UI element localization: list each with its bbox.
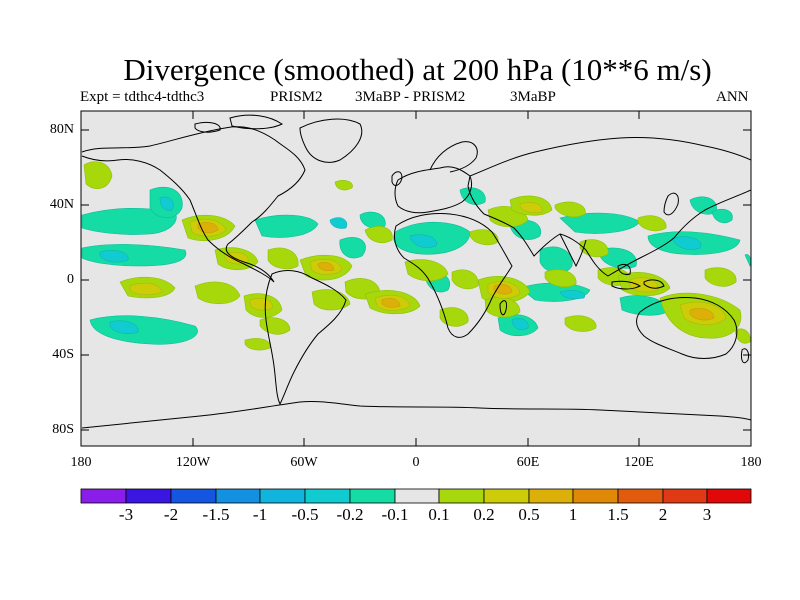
colorbar-label: 0.1 [428, 505, 450, 524]
colorbar-label: -0.5 [291, 505, 319, 524]
lon-label-0: 0 [412, 455, 420, 470]
lon-label-120w: 120W [175, 455, 211, 470]
experiment-label: Expt = tdthc4-tdthc3 [80, 89, 205, 105]
colorbar-label: 2 [658, 505, 668, 524]
lat-label-40n: 40N [49, 197, 74, 212]
axis-ticks [81, 111, 751, 446]
subtitle-prism2: PRISM2 [270, 89, 323, 105]
colorbar-box-4 [215, 488, 261, 504]
colorbar-box-14 [662, 488, 708, 504]
colorbar-label: 3 [702, 505, 712, 524]
lon-label-180-left: 180 [70, 455, 92, 470]
colorbar-label: 0.5 [518, 505, 540, 524]
colorbar-box-12 [572, 488, 619, 504]
colorbar-box-13 [617, 488, 664, 504]
lat-label-0: 0 [67, 272, 74, 287]
colorbar-label: 0.2 [473, 505, 495, 524]
lon-label-60e: 60E [516, 455, 540, 470]
colorbar-box-11 [528, 488, 574, 504]
lat-label-80n: 80N [49, 122, 74, 137]
colorbar [80, 488, 752, 504]
colorbar-box-6 [304, 488, 351, 504]
colorbar-label: -1 [252, 505, 268, 524]
colorbar-label: -1.5 [202, 505, 230, 524]
colorbar-box-1 [80, 488, 127, 504]
lon-label-120e: 120E [624, 455, 654, 470]
colorbar-box-2 [125, 488, 172, 504]
subtitle-diff: 3MaBP - PRISM2 [355, 89, 466, 105]
colorbar-box-7 [349, 488, 396, 504]
colorbar-label: -2 [163, 505, 179, 524]
colorbar-box-9 [438, 488, 485, 504]
colorbar-box-5 [259, 488, 306, 504]
colorbar-label: 1.5 [607, 505, 629, 524]
subtitle-3mabp: 3MaBP [510, 89, 556, 105]
lon-label-180-right: 180 [740, 455, 762, 470]
plot-title: Divergence (smoothed) at 200 hPa (10**6 … [123, 52, 712, 87]
colorbar-box-15 [706, 488, 752, 504]
colorbar-label: -3 [118, 505, 134, 524]
colorbar-label: -0.1 [381, 505, 409, 524]
divergence-field [81, 161, 751, 351]
colorbar-box-10 [483, 488, 530, 504]
season-label: ANN [716, 89, 749, 105]
coastlines [81, 114, 751, 429]
colorbar-box-8 [394, 488, 440, 504]
lat-label-80s: 80S [52, 422, 74, 437]
lat-label-40s: 40S [52, 347, 74, 362]
lon-label-60w: 60W [290, 455, 318, 470]
colorbar-box-3 [170, 488, 217, 504]
colorbar-label: -0.2 [336, 505, 364, 524]
colorbar-label: 1 [568, 505, 578, 524]
